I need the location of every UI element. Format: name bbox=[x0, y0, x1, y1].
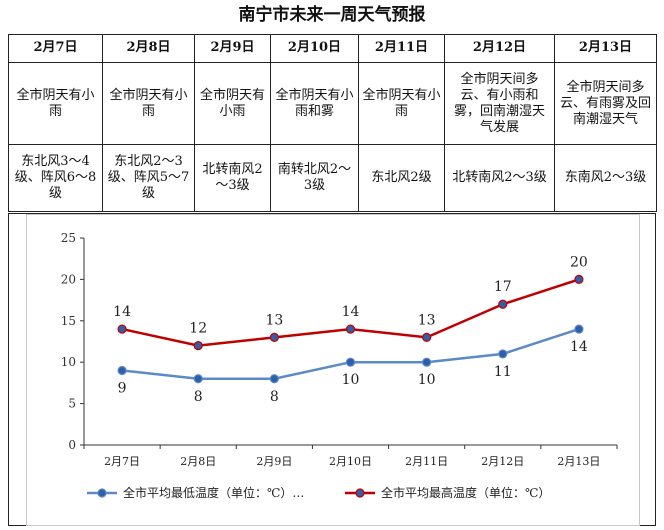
page-title: 南宁市未来一周天气预报 bbox=[238, 5, 426, 25]
chart-svg: 0 5 10 15 20 25 2月7日 2月8日 2月9日 2月10日 2月11日 2月12日 2月1… bbox=[61, 231, 618, 500]
data-point bbox=[193, 341, 203, 351]
date-cell: 2月7日 bbox=[8, 34, 103, 63]
data-label: 10 bbox=[342, 372, 360, 388]
wind-cell: 南转北风2～3级 bbox=[270, 144, 359, 212]
x-tick-label: 2月11日 bbox=[405, 455, 448, 468]
data-label: 14 bbox=[113, 304, 131, 320]
data-label: 14 bbox=[342, 304, 360, 320]
weather-cell: 全市阴天间多云、有小雨和雾，回南潮湿天气发展 bbox=[444, 61, 555, 146]
y-tick-label: 15 bbox=[61, 314, 76, 328]
weather-cell: 全市阴天有小雨 bbox=[358, 61, 445, 146]
weather-cell: 全市阴天有小雨和雾 bbox=[270, 61, 359, 146]
data-label: 14 bbox=[570, 339, 588, 355]
x-tick-label: 2月10日 bbox=[329, 455, 372, 468]
data-label: 20 bbox=[570, 254, 588, 270]
y-tick-label: 25 bbox=[61, 231, 76, 245]
data-point bbox=[193, 374, 203, 384]
wind-cell: 北转南风2～3级 bbox=[444, 144, 555, 212]
date-cell: 2月9日 bbox=[194, 34, 271, 63]
data-point bbox=[345, 324, 356, 334]
date-cell: 2月12日 bbox=[444, 34, 555, 63]
data-point bbox=[574, 324, 584, 334]
data-point bbox=[345, 357, 356, 367]
x-tick-label: 2月8日 bbox=[180, 455, 216, 468]
data-label: 9 bbox=[118, 380, 127, 396]
data-point bbox=[117, 365, 127, 376]
legend-marker bbox=[355, 488, 365, 498]
weather-cell: 全市阴天有小雨 bbox=[8, 61, 103, 146]
legend-marker bbox=[97, 488, 107, 498]
weather-cell: 全市阴天有小雨 bbox=[102, 61, 195, 146]
weather-cell: 全市阴天间多云、有雨雾及回南潮湿天气 bbox=[554, 61, 657, 146]
y-tick-label: 0 bbox=[68, 438, 76, 452]
data-label: 10 bbox=[418, 372, 436, 388]
legend-label: 全市平均最低温度（单位：℃）… bbox=[123, 485, 304, 500]
data-point bbox=[269, 332, 279, 342]
legend-label: 全市平均最高温度（单位：℃） bbox=[381, 485, 550, 500]
data-point bbox=[422, 332, 432, 342]
x-tick-label: 2月9日 bbox=[256, 455, 292, 468]
data-label: 12 bbox=[189, 321, 207, 337]
wind-cell: 北转南风2～3级 bbox=[194, 144, 271, 212]
x-tick-label: 2月13日 bbox=[557, 455, 600, 468]
forecast-table: 2月7日 2月8日 2月9日 2月10日 2月11日 2月12日 2月13日 全… bbox=[8, 34, 657, 212]
weather-cell: 全市阴天有小雨 bbox=[194, 61, 271, 146]
data-label: 11 bbox=[494, 364, 512, 380]
data-label: 8 bbox=[270, 389, 279, 405]
data-label: 8 bbox=[194, 389, 203, 405]
wind-cell: 东南风2～3级 bbox=[554, 144, 657, 212]
data-point bbox=[498, 349, 508, 359]
data-label: 13 bbox=[265, 312, 283, 328]
data-point bbox=[422, 357, 432, 367]
wind-cell: 东北风2级 bbox=[358, 144, 445, 212]
y-tick-label: 5 bbox=[68, 397, 76, 411]
x-tick-label: 2月7日 bbox=[104, 455, 140, 468]
data-point bbox=[269, 374, 279, 384]
data-point bbox=[117, 324, 127, 334]
date-cell: 2月11日 bbox=[358, 34, 445, 63]
temperature-chart: 0 5 10 15 20 25 2月7日 2月8日 2月9日 2月10日 2月11日 2月12日 2月1… bbox=[26, 214, 640, 526]
data-label: 17 bbox=[494, 279, 512, 295]
date-cell: 2月8日 bbox=[102, 34, 195, 63]
chart-container: 0 5 10 15 20 25 2月7日 2月8日 2月9日 2月10日 2月11日 2月12日 2月1… bbox=[8, 213, 656, 526]
wind-cell: 东北风2～3级、阵风5～7级 bbox=[102, 144, 195, 212]
date-cell: 2月13日 bbox=[554, 34, 657, 63]
data-point bbox=[498, 299, 508, 309]
y-tick-label: 20 bbox=[61, 272, 76, 286]
data-point bbox=[574, 274, 584, 285]
y-tick-label: 10 bbox=[61, 355, 76, 369]
x-tick-label: 2月12日 bbox=[481, 455, 524, 468]
data-label: 13 bbox=[418, 312, 436, 328]
wind-cell: 东北风3～4级、阵风6～8级 bbox=[8, 144, 103, 212]
date-cell: 2月10日 bbox=[270, 34, 359, 63]
